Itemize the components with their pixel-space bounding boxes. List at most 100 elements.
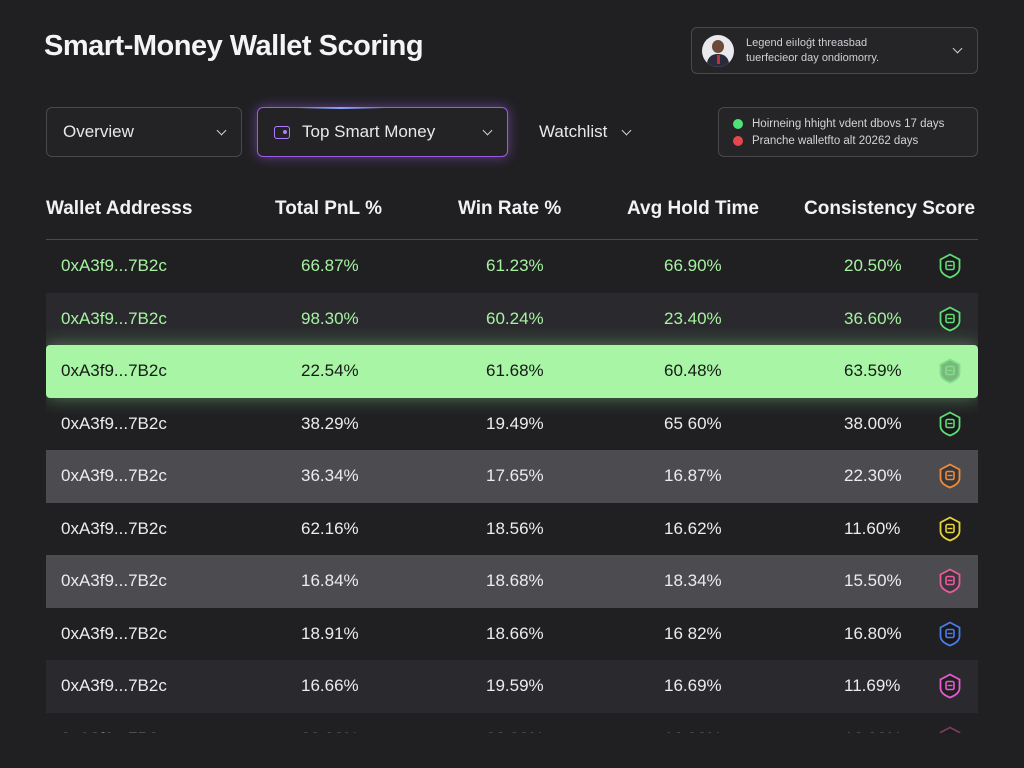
table-header: Wallet Addresss Total PnL % Win Rate % A… [46, 188, 978, 240]
wallet-address-cell: 0xA3f9...7B2c [61, 466, 167, 485]
table-row[interactable]: 0xA3f9...7B2c 16.66% 19.59% 16.69% 11.69% [46, 660, 978, 713]
consistency-score-cell: 16.80% [844, 623, 902, 643]
avg-hold-time-cell: 65 60% [664, 413, 722, 433]
chevron-down-icon[interactable] [952, 43, 963, 54]
avg-hold-time-cell: 16.87% [664, 466, 722, 485]
wallet-address-cell: 0xA3f9...7B2c [61, 676, 167, 695]
column-header-avg-hold-time[interactable]: Avg Hold Time [627, 198, 759, 219]
shield-badge-icon [939, 410, 961, 436]
legend-dropdown[interactable]: Legend eiıloǵt threasbad tuerfecieor day… [691, 27, 978, 74]
column-header-consistency-score[interactable]: Consistency Score [804, 198, 976, 219]
legend-text: Legend eiıloǵt threasbad tuerfecieor day… [746, 36, 954, 66]
table-row[interactable]: 0xA3f9...7B2c 20.00% 26.00% 16.92% 16.20% [46, 713, 978, 734]
consistency-score-cell: 20.50% [844, 256, 902, 275]
status-panel: Hoirneing hhight vdent dbovs 17 days Pra… [718, 107, 978, 157]
avg-hold-time-cell: 16.92% [664, 729, 722, 734]
shield-badge-icon [939, 568, 961, 594]
wallet-address-cell: 0xA3f9...7B2c [61, 571, 167, 590]
win-rate-cell: 18.68% [486, 571, 544, 590]
shield-badge-icon [939, 515, 961, 541]
avg-hold-time-cell: 18.34% [664, 571, 722, 590]
total-pnl-cell: 16.66% [301, 676, 359, 695]
top-smart-money-dropdown[interactable]: Top Smart Money [257, 107, 508, 157]
wallet-address-cell: 0xA3f9...7B2c [61, 623, 167, 643]
consistency-score-cell: 38.00% [844, 413, 902, 433]
chevron-down-icon [621, 125, 632, 135]
total-pnl-cell: 20.00% [301, 729, 359, 734]
win-rate-cell: 19.49% [486, 413, 544, 433]
total-pnl-cell: 38.29% [301, 413, 359, 433]
table-row[interactable]: 0xA3f9...7B2c 66.87% 61.23% 66.90% 20.50% [46, 240, 978, 293]
consistency-score-cell: 15.50% [844, 571, 902, 590]
win-rate-cell: 61.68% [486, 361, 544, 380]
wallet-address-cell: 0xA3f9...7B2c [61, 308, 167, 328]
shield-badge-icon [939, 725, 961, 733]
red-dot-icon [733, 135, 743, 146]
total-pnl-cell: 98.30% [301, 308, 359, 328]
win-rate-cell: 18.56% [486, 518, 544, 538]
legend-line-1: Legend eiıloǵt threasbad [746, 36, 868, 49]
wallet-address-cell: 0xA3f9...7B2c [61, 361, 167, 380]
status-row-red: Pranche walletfto alt 20262 days [733, 132, 963, 149]
wallet-address-cell: 0xA3f9...7B2c [61, 518, 167, 538]
status-line-1: Hoirneing hhight vdent dbovs 17 days [752, 117, 945, 130]
table-row[interactable]: 0xA3f9...7B2c 38.29% 19.49% 65 60% 38.00% [46, 398, 978, 451]
column-header-win-rate[interactable]: Win Rate % [458, 198, 562, 219]
total-pnl-cell: 36.34% [301, 466, 359, 485]
chevron-down-icon [216, 125, 227, 135]
page-title: Smart-Money Wallet Scoring [44, 30, 424, 62]
shield-badge-icon [939, 673, 961, 699]
win-rate-cell: 61.23% [486, 256, 544, 275]
status-row-green: Hoirneing hhight vdent dbovs 17 days [733, 115, 963, 132]
avg-hold-time-cell: 60.48% [664, 361, 722, 380]
shield-badge-icon [939, 620, 961, 646]
win-rate-cell: 18.66% [486, 623, 544, 643]
table-row[interactable]: 0xA3f9...7B2c 18.91% 18.66% 16 82% 16.80% [46, 608, 978, 661]
total-pnl-cell: 18.91% [301, 623, 359, 643]
avg-hold-time-cell: 66.90% [664, 256, 722, 275]
green-dot-icon [733, 118, 743, 129]
win-rate-cell: 19.59% [486, 676, 544, 695]
total-pnl-cell: 62.16% [301, 518, 359, 538]
total-pnl-cell: 16.84% [301, 571, 359, 590]
table-row[interactable]: 0xA3f9...7B2c 16.84% 18.68% 18.34% 15.50% [46, 555, 978, 608]
top-smart-money-label: Top Smart Money [302, 122, 436, 141]
table-row[interactable]: 0xA3f9...7B2c 98.30% 60.24% 23.40% 36.60% [46, 292, 978, 345]
column-header-wallet-address[interactable]: Wallet Addresss [46, 198, 193, 219]
avg-hold-time-cell: 23.40% [664, 308, 722, 328]
consistency-score-cell: 11.69% [844, 676, 901, 695]
total-pnl-cell: 22.54% [301, 361, 359, 380]
consistency-score-cell: 16.20% [844, 729, 902, 734]
shield-badge-icon [939, 358, 961, 384]
consistency-score-cell: 63.59% [844, 361, 902, 380]
shield-badge-icon [939, 305, 961, 331]
avg-hold-time-cell: 16.69% [664, 676, 722, 695]
chevron-down-icon [482, 125, 493, 135]
win-rate-cell: 60.24% [486, 308, 544, 328]
watchlist-label: Watchlist [539, 122, 608, 141]
consistency-score-cell: 36.60% [844, 308, 902, 328]
overview-dropdown[interactable]: Overview [46, 107, 242, 157]
wallet-address-cell: 0xA3f9...7B2c [61, 729, 167, 734]
table-row[interactable]: 0xA3f9...7B2c 22.54% 61.68% 60.48% 63.59% [46, 345, 978, 398]
avg-hold-time-cell: 16.62% [664, 518, 722, 538]
legend-line-2: tuerfecieor day ondiomorry. [746, 51, 880, 64]
wallet-address-cell: 0xA3f9...7B2c [61, 256, 167, 275]
consistency-score-cell: 22.30% [844, 466, 902, 485]
avg-hold-time-cell: 16 82% [664, 623, 722, 643]
consistency-score-cell: 11.60% [844, 518, 901, 538]
table-row[interactable]: 0xA3f9...7B2c 36.34% 17.65% 16.87% 22.30% [46, 450, 978, 503]
avatar [702, 34, 734, 67]
status-line-2: Pranche walletfto alt 20262 days [752, 134, 919, 147]
total-pnl-cell: 66.87% [301, 256, 359, 275]
shield-badge-icon [939, 253, 961, 279]
win-rate-cell: 26.00% [486, 729, 544, 734]
wallet-icon [274, 125, 290, 139]
win-rate-cell: 17.65% [486, 466, 544, 485]
column-header-total-pnl[interactable]: Total PnL % [275, 198, 382, 219]
watchlist-dropdown[interactable]: Watchlist [522, 107, 672, 157]
table-row[interactable]: 0xA3f9...7B2c 62.16% 18.56% 16.62% 11.60% [46, 503, 978, 556]
shield-badge-icon [939, 463, 961, 489]
table-body: 0xA3f9...7B2c 66.87% 61.23% 66.90% 20.50% 0xA… [46, 240, 978, 733]
overview-label: Overview [63, 122, 134, 141]
